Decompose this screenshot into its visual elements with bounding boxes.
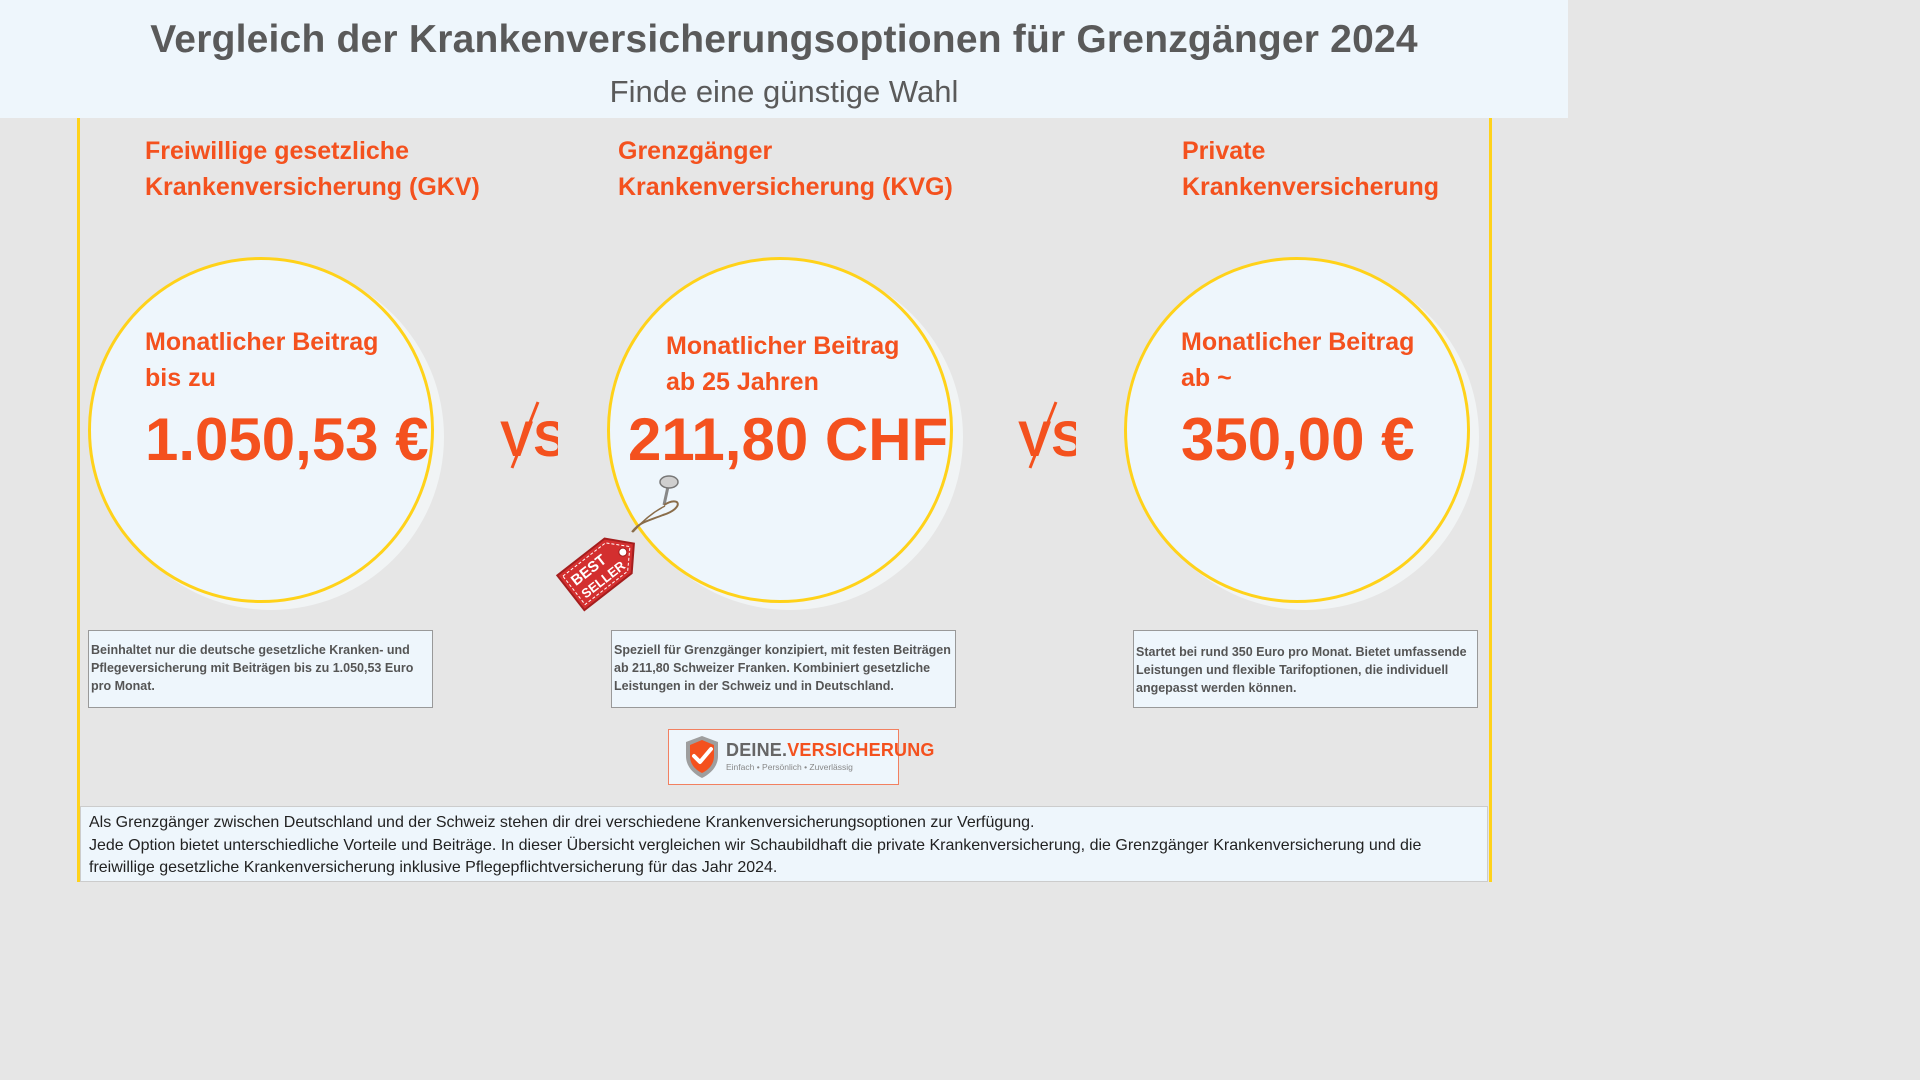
option-title-gkv: Freiwillige gesetzliche Krankenversicher… <box>145 137 480 201</box>
price-label-pkv: Monatlicher Beitrag ab ~ <box>1181 328 1415 392</box>
content-frame <box>77 118 1492 882</box>
description-kvg: Speziell für Grenzgänger konzipiert, mit… <box>611 630 956 708</box>
header: Vergleich der Krankenversicherungsoption… <box>0 0 1568 118</box>
price-circle-gkv <box>88 257 434 603</box>
page-title: Vergleich der Krankenversicherungsoption… <box>150 18 1418 61</box>
page-subtitle: Finde eine günstige Wahl <box>609 74 959 109</box>
description-pkv: Startet bei rund 350 Euro pro Monat. Bie… <box>1133 630 1478 708</box>
vs-icon: VS <box>1018 401 1076 469</box>
price-label-gkv: Monatlicher Beitrag bis zu <box>145 328 379 392</box>
option-title-pkv: Private Krankenversicherung <box>1182 137 1440 201</box>
price-circle-kvg <box>607 257 953 603</box>
price-value-kvg: 211,80 CHF <box>628 406 949 473</box>
svg-text:VS: VS <box>500 411 558 467</box>
logo-name: DEINE.VERSICHERUNG <box>726 740 935 760</box>
price-label-kvg: Monatlicher Beitrag ab 25 Jahren <box>666 332 900 396</box>
price-circle-pkv <box>1124 257 1470 603</box>
best-seller-tag-icon: BEST SELLER <box>555 475 679 612</box>
svg-text:VS: VS <box>1018 411 1076 467</box>
price-value-pkv: 350,00 € <box>1181 406 1415 473</box>
price-value-gkv: 1.050,53 € <box>145 406 429 473</box>
shield-check-icon <box>686 736 718 778</box>
company-logo[interactable]: DEINE.VERSICHERUNG Einfach • Persönlich … <box>668 729 934 785</box>
footer-intro-text: Als Grenzgänger zwischen Deutschland und… <box>80 806 1488 882</box>
logo-tagline: Einfach • Persönlich • Zuverlässig <box>726 762 853 772</box>
vs-icon: VS <box>500 401 558 469</box>
option-title-kvg: Grenzgänger Krankenversicherung (KVG) <box>618 137 953 201</box>
description-gkv: Beinhaltet nur die deutsche gesetzliche … <box>88 630 433 708</box>
